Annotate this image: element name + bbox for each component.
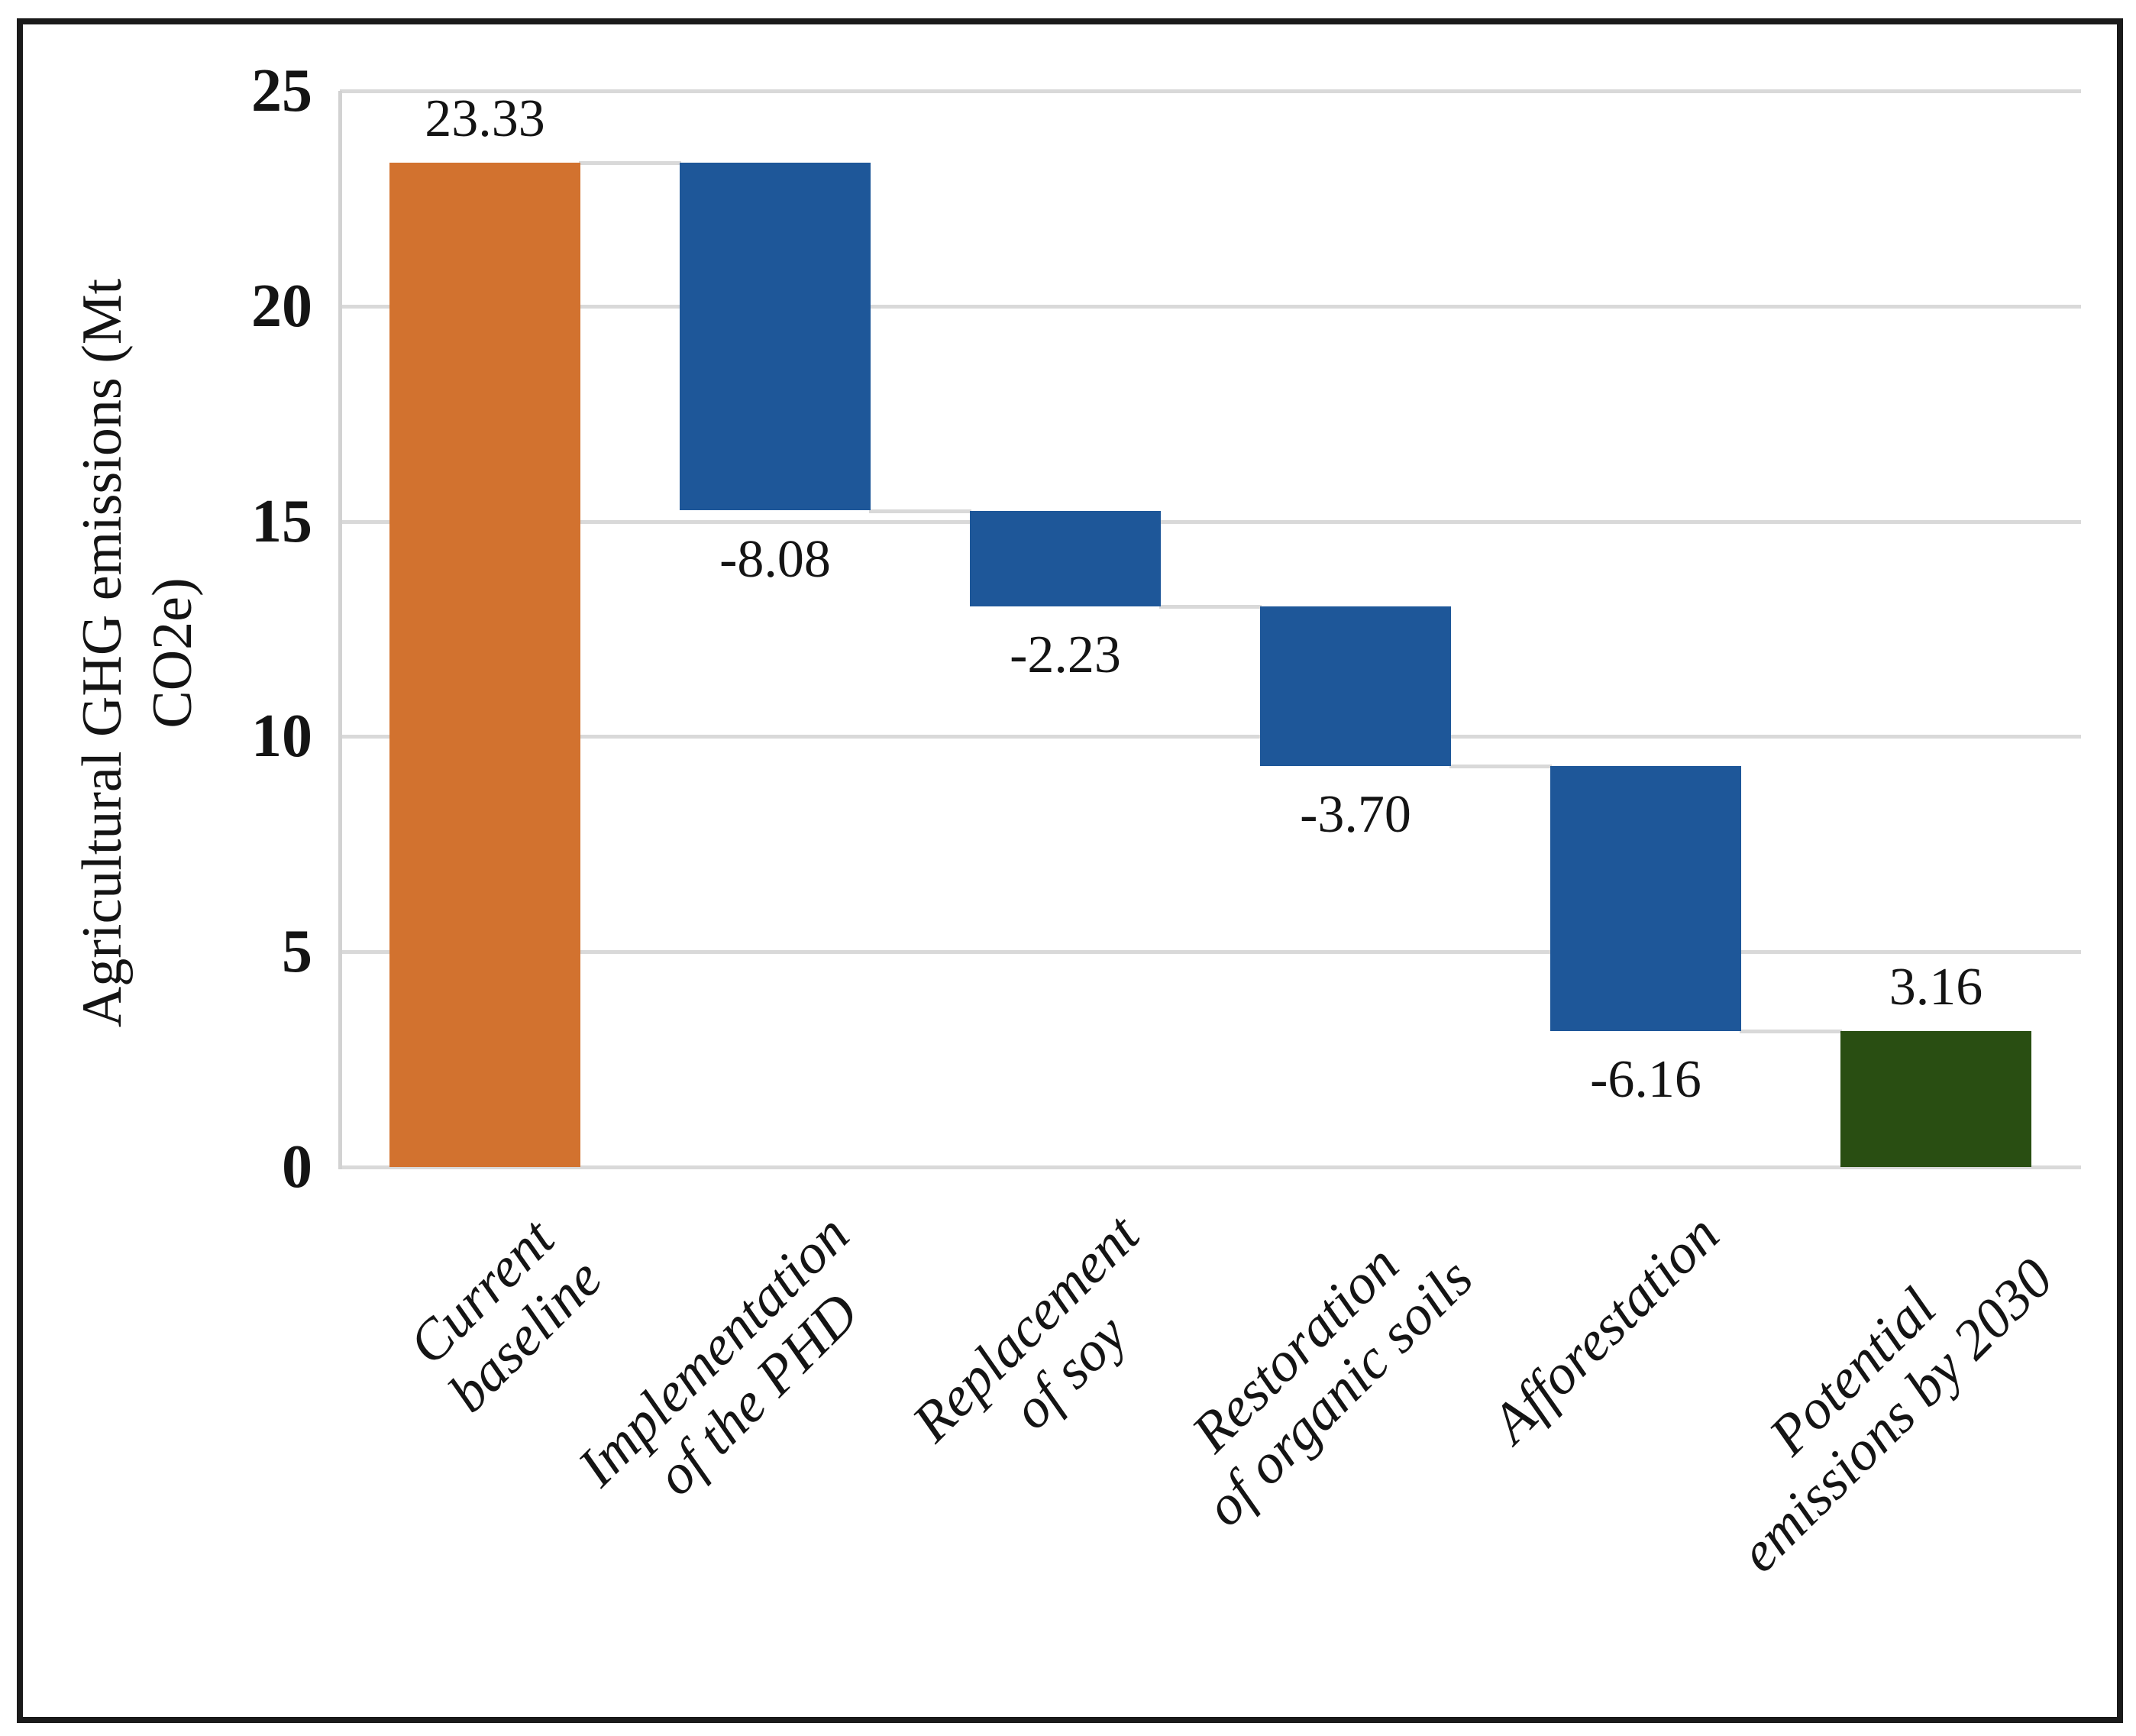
bar-replacement-of-soy — [970, 510, 1161, 607]
gridline-5 — [340, 950, 2081, 955]
gridline-10 — [340, 735, 2081, 739]
x-axis-spine-gridline-0 — [340, 1165, 2081, 1169]
bar-value-label-afforestation: -6.16 — [1590, 1049, 1701, 1109]
y-axis-tick-label-15: 15 — [251, 487, 312, 555]
bar-value-label-current-baseline: 23.33 — [425, 89, 545, 149]
waterfall-connector-1 — [579, 161, 681, 166]
bar-potential-emissions-by-2030 — [1840, 1030, 2031, 1167]
waterfall-connector-2 — [869, 509, 971, 513]
gridline-20 — [340, 304, 2081, 309]
y-axis-tick-label-5: 5 — [282, 918, 312, 986]
bar-implementation-of-the-phd — [680, 163, 871, 511]
y-axis-tick-label-25: 25 — [251, 57, 312, 124]
figure-border: Agricultural GHG emissions (Mt CO2e) 23.… — [17, 18, 2123, 1723]
bar-afforestation — [1550, 765, 1741, 1031]
gridline-15 — [340, 519, 2081, 524]
x-axis-category-label-afforestation: Afforestation — [1479, 1203, 1732, 1455]
x-axis-category-label-potential-emissions-by-2030: Potential emissions by 2030 — [1685, 1204, 2066, 1585]
bar-restoration-of-organic-soils — [1260, 606, 1451, 766]
x-axis-category-label-restoration-of-organic-soils: Restoration of organic soils — [1150, 1204, 1485, 1539]
gridline-25 — [340, 89, 2081, 93]
bar-value-label-implementation-of-the-phd: -8.08 — [719, 529, 831, 589]
waterfall-connector-3 — [1159, 605, 1262, 609]
bar-current-baseline — [389, 163, 580, 1167]
y-axis-tick-label-10: 10 — [251, 703, 312, 771]
y-axis-tick-label-0: 0 — [282, 1133, 312, 1201]
x-axis-category-label-replacement-of-soy: Replacement of soy — [900, 1203, 1195, 1498]
bar-value-label-replacement-of-soy: -2.23 — [1010, 626, 1121, 685]
x-axis-category-label-implementation-of-the-phd: Implementation of the PHD — [566, 1203, 906, 1543]
waterfall-connector-4 — [1449, 764, 1552, 768]
y-axis-tick-label-20: 20 — [251, 272, 312, 340]
bar-value-label-potential-emissions-by-2030: 3.16 — [1889, 957, 1983, 1017]
waterfall-connector-5 — [1740, 1029, 1842, 1033]
x-axis-category-label-current-baseline: Current baseline — [394, 1204, 615, 1425]
bar-value-label-restoration-of-organic-soils: -3.70 — [1300, 784, 1411, 844]
y-axis-spine — [338, 91, 342, 1169]
x-axis-label-line: Afforestation — [1479, 1203, 1732, 1455]
